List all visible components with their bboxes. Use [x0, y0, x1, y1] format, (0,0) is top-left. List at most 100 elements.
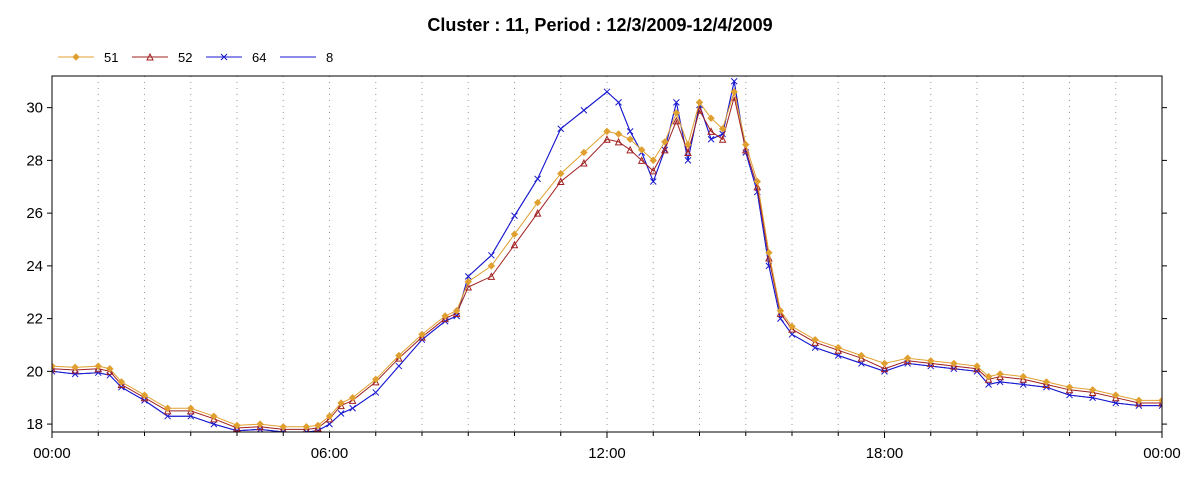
data-point [649, 156, 657, 165]
data-point [880, 364, 889, 373]
series-line [52, 96, 1162, 430]
data-point [452, 309, 461, 317]
data-point [337, 410, 345, 417]
data-point [337, 399, 345, 407]
legend: 51 52 64 8 [58, 50, 333, 65]
data-point [672, 109, 681, 117]
data-point [776, 306, 785, 315]
data-point [1019, 372, 1027, 381]
data-point [511, 212, 518, 220]
data-point [117, 380, 126, 389]
data-point [637, 156, 646, 164]
data-point [510, 230, 519, 238]
data-point [580, 148, 588, 157]
data-point [811, 335, 819, 344]
data-point [1135, 396, 1143, 405]
data-point [1042, 378, 1051, 386]
data-point [72, 53, 80, 61]
data-point [557, 125, 565, 133]
data-point [534, 175, 541, 183]
data-point [996, 372, 1004, 381]
data-point [880, 359, 889, 368]
data-point [187, 404, 195, 412]
legend-label: 52 [178, 50, 192, 65]
data-point [984, 375, 993, 383]
data-point [834, 346, 843, 354]
data-point [753, 177, 762, 186]
series-line [52, 89, 1162, 428]
chart-title: Cluster : 11, Period : 12/3/2009-12/4/20… [427, 15, 772, 35]
data-point [418, 332, 426, 341]
data-point [614, 130, 623, 138]
y-tick-label: 20 [26, 363, 43, 380]
x-tick-label: 18:00 [866, 445, 904, 462]
y-tick-label: 18 [26, 416, 43, 433]
data-point [441, 314, 449, 323]
data-point [337, 401, 345, 410]
data-point [673, 99, 680, 106]
data-point [684, 148, 692, 156]
data-point [684, 157, 692, 164]
data-point [279, 425, 287, 432]
data-point [996, 370, 1004, 378]
series-51 [52, 88, 1162, 431]
data-point [707, 127, 715, 135]
data-point [441, 312, 449, 320]
data-point [557, 169, 565, 178]
data-point [707, 135, 715, 143]
data-point [349, 404, 356, 412]
series-layer [52, 77, 1162, 432]
data-point [52, 364, 56, 373]
data-point [52, 362, 56, 370]
data-point [372, 389, 380, 396]
data-point [1088, 386, 1097, 394]
data-point [614, 137, 623, 146]
data-point [973, 362, 981, 370]
data-point [140, 393, 149, 402]
data-point [950, 361, 958, 370]
data-point [314, 423, 322, 432]
data-point [695, 98, 704, 107]
data-point [1158, 398, 1162, 407]
legend-label: 8 [326, 50, 333, 65]
legend-item: 52 [132, 50, 192, 65]
y-tick-label: 30 [26, 100, 43, 117]
data-point [233, 421, 241, 430]
legend-label: 51 [104, 50, 118, 65]
data-point [649, 166, 658, 175]
data-point [927, 357, 935, 365]
data-point [395, 362, 403, 370]
data-point [1135, 398, 1143, 407]
data-point [220, 53, 228, 61]
data-point [371, 377, 380, 386]
data-point [649, 178, 657, 185]
data-point [811, 338, 819, 346]
data-point [684, 140, 692, 149]
data-point [788, 322, 796, 331]
data-point [533, 209, 542, 217]
data-point [71, 363, 79, 372]
data-point [140, 391, 149, 399]
data-point [452, 306, 461, 315]
data-point [348, 396, 357, 404]
data-point [418, 330, 426, 339]
data-point [348, 394, 357, 402]
data-point [626, 128, 634, 135]
data-point [661, 145, 669, 154]
data-point [788, 325, 796, 333]
data-point [325, 414, 334, 423]
data-point [210, 414, 218, 423]
data-point [626, 145, 634, 154]
axes: 00:00 06:00 12:00 18:00 00:00 18 20 22 24 26 28 30 [26, 100, 1180, 462]
data-point [695, 106, 704, 114]
y-tick-label: 22 [26, 311, 43, 328]
data-point [117, 378, 126, 386]
data-point [302, 425, 310, 432]
data-point [302, 423, 311, 431]
data-point [857, 354, 866, 362]
data-point [464, 282, 473, 291]
x-tick-label: 06:00 [311, 445, 349, 462]
data-point [580, 158, 588, 167]
data-point [903, 354, 912, 362]
